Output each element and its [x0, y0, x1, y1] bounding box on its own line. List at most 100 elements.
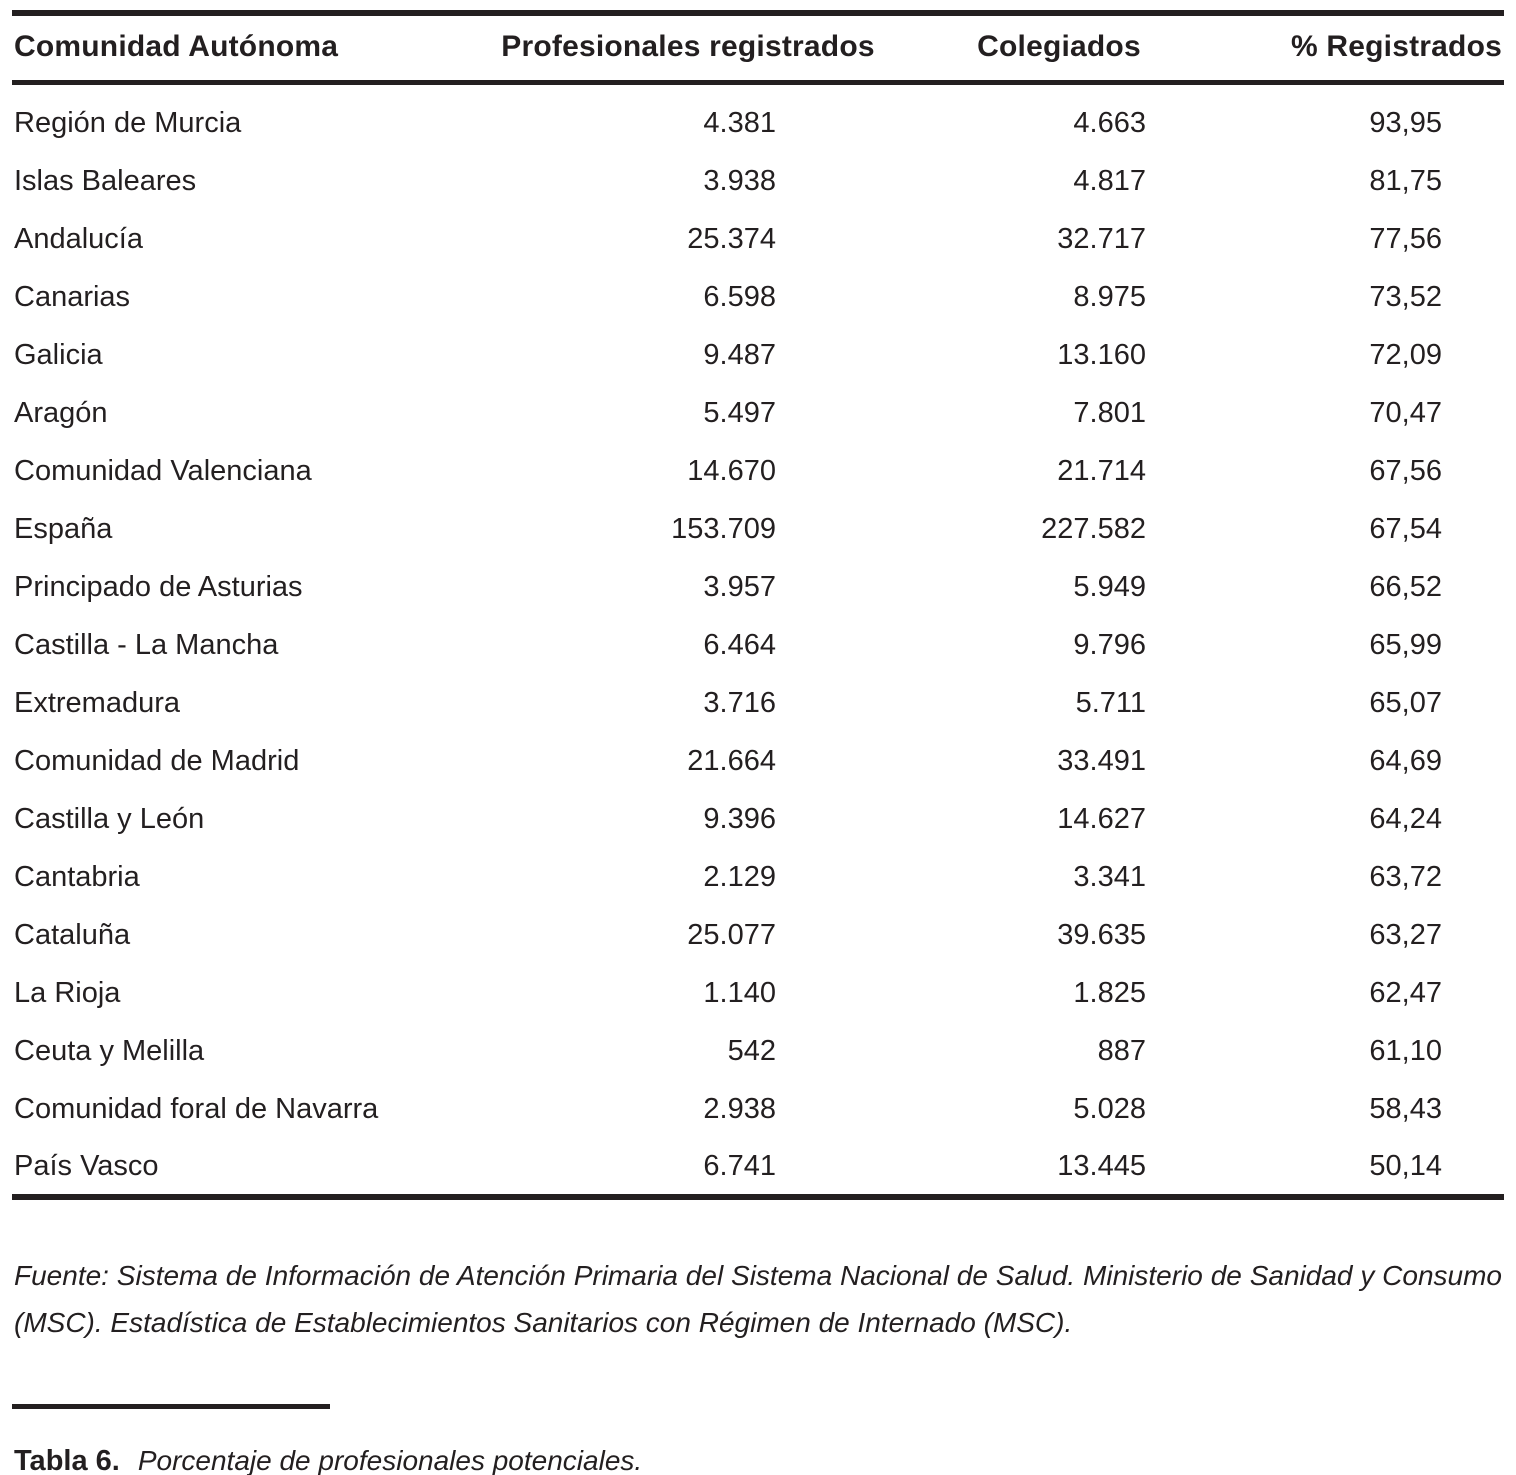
cell-comunidad: Galicia — [14, 339, 103, 371]
cell-colegiados: 9.796 — [1073, 629, 1146, 661]
cell-pct-registrados: 65,07 — [1369, 687, 1442, 719]
table-row: Galicia 9.487 13.160 72,09 — [12, 327, 1504, 385]
caption-divider — [12, 1403, 330, 1409]
cell-colegiados: 5.949 — [1073, 571, 1146, 603]
cell-pct-registrados: 67,54 — [1369, 513, 1442, 545]
cell-colegiados: 13.445 — [1057, 1149, 1146, 1182]
table-row: La Rioja 1.140 1.825 62,47 — [12, 965, 1504, 1023]
cell-profesionales-registrados: 2.129 — [703, 861, 776, 893]
table-caption-text: Porcentaje de profesionales potenciales. — [137, 1444, 643, 1475]
cell-colegiados: 8.975 — [1073, 281, 1146, 313]
cell-profesionales-registrados: 6.741 — [703, 1149, 776, 1182]
cell-comunidad: Canarias — [14, 281, 131, 313]
column-header-colegiados: Colegiados — [977, 30, 1141, 63]
cell-colegiados: 39.635 — [1057, 919, 1146, 951]
column-header-comunidad-autonoma: Comunidad Autónoma — [14, 30, 339, 63]
cell-comunidad: Región de Murcia — [14, 107, 242, 139]
source-note: Fuente: Sistema de Información de Atenci… — [14, 1259, 1502, 1338]
cell-colegiados: 3.341 — [1073, 861, 1146, 893]
table-row: Islas Baleares 3.938 4.817 81,75 — [12, 153, 1504, 211]
table-row: Ceuta y Melilla 542 887 61,10 — [12, 1023, 1504, 1081]
cell-comunidad: Castilla - La Mancha — [14, 629, 279, 661]
cell-colegiados: 5.028 — [1073, 1093, 1146, 1125]
table-row: Castilla y León 9.396 14.627 64,24 — [12, 791, 1504, 849]
table-row: España 153.709 227.582 67,54 — [12, 501, 1504, 559]
cell-comunidad: La Rioja — [14, 977, 121, 1009]
cell-comunidad: Islas Baleares — [14, 165, 197, 197]
table-header: Comunidad Autónoma Profesionales registr… — [12, 13, 1504, 83]
cell-profesionales-registrados: 9.487 — [703, 339, 776, 371]
table-row: Comunidad foral de Navarra 2.938 5.028 58,4… — [12, 1081, 1504, 1139]
cell-colegiados: 7.801 — [1073, 397, 1146, 429]
cell-pct-registrados: 65,99 — [1369, 629, 1442, 661]
cell-pct-registrados: 67,56 — [1369, 455, 1442, 487]
table-row: Cantabria 2.129 3.341 63,72 — [12, 849, 1504, 907]
cell-pct-registrados: 70,47 — [1369, 397, 1442, 429]
cell-pct-registrados: 64,69 — [1369, 745, 1442, 777]
cell-profesionales-registrados: 9.396 — [703, 803, 776, 835]
cell-profesionales-registrados: 153.709 — [671, 513, 776, 545]
cell-colegiados: 5.711 — [1075, 687, 1146, 719]
cell-colegiados: 887 — [1097, 1035, 1146, 1067]
cell-profesionales-registrados: 6.598 — [703, 281, 776, 313]
cell-colegiados: 4.817 — [1073, 165, 1146, 197]
cell-comunidad: Cataluña — [14, 919, 131, 951]
table-row: País Vasco 6.741 13.445 50,14 — [12, 1139, 1504, 1197]
header-row: Comunidad Autónoma Profesionales registr… — [12, 13, 1504, 83]
cell-pct-registrados: 50,14 — [1369, 1149, 1442, 1182]
cell-pct-registrados: 62,47 — [1369, 977, 1442, 1009]
cell-profesionales-registrados: 6.464 — [703, 629, 776, 661]
cell-profesionales-registrados: 2.938 — [703, 1093, 776, 1125]
table-caption-label: Tabla 6. — [14, 1444, 120, 1475]
cell-colegiados: 227.582 — [1041, 513, 1146, 545]
cell-pct-registrados: 72,09 — [1369, 339, 1442, 371]
cell-colegiados: 1.825 — [1073, 977, 1146, 1009]
cell-colegiados: 13.160 — [1057, 339, 1146, 371]
cell-comunidad: Andalucía — [14, 223, 143, 255]
table-row: Extremadura 3.716 5.711 65,07 — [12, 675, 1504, 733]
cell-profesionales-registrados: 3.716 — [703, 687, 776, 719]
table-body: Región de Murcia 4.381 4.663 93,95 Islas Bal… — [12, 83, 1504, 1197]
cell-pct-registrados: 63,27 — [1369, 919, 1442, 951]
cell-colegiados: 14.627 — [1057, 803, 1146, 835]
cell-comunidad: Principado de Asturias — [14, 571, 303, 603]
cell-profesionales-registrados: 3.957 — [703, 571, 776, 603]
cell-profesionales-registrados: 1.140 — [703, 977, 776, 1009]
cell-comunidad: País Vasco — [14, 1149, 159, 1182]
cell-profesionales-registrados: 542 — [727, 1035, 776, 1067]
cell-pct-registrados: 73,52 — [1369, 281, 1442, 313]
cell-profesionales-registrados: 21.664 — [687, 745, 776, 777]
table-row: Aragón 5.497 7.801 70,47 — [12, 385, 1504, 443]
cell-comunidad: Comunidad foral de Navarra — [14, 1093, 379, 1125]
cell-comunidad: Castilla y León — [14, 803, 205, 835]
cell-colegiados: 33.491 — [1057, 745, 1146, 777]
table-row: Cataluña 25.077 39.635 63,27 — [12, 907, 1504, 965]
table-row: Andalucía 25.374 32.717 77,56 — [12, 211, 1504, 269]
cell-colegiados: 4.663 — [1073, 107, 1146, 139]
cell-pct-registrados: 64,24 — [1369, 803, 1442, 835]
table-row: Región de Murcia 4.381 4.663 93,95 — [12, 95, 1504, 153]
cell-comunidad: Ceuta y Melilla — [14, 1035, 205, 1067]
cell-pct-registrados: 61,10 — [1369, 1035, 1442, 1067]
table-row: Principado de Asturias 3.957 5.949 66,52 — [12, 559, 1504, 617]
cell-comunidad: Aragón — [14, 397, 108, 429]
cell-pct-registrados: 93,95 — [1369, 107, 1442, 139]
cell-comunidad: España — [14, 513, 113, 545]
table-row: Canarias 6.598 8.975 73,52 — [12, 269, 1504, 327]
cell-comunidad: Comunidad Valenciana — [14, 455, 312, 487]
table-row: Castilla - La Mancha 6.464 9.796 65,99 — [12, 617, 1504, 675]
cell-comunidad: Cantabria — [14, 861, 140, 893]
cell-profesionales-registrados: 25.374 — [687, 223, 776, 255]
table-row: Comunidad Valenciana 14.670 21.714 67,56 — [12, 443, 1504, 501]
professionals-table: Comunidad Autónoma Profesionales registr… — [12, 10, 1504, 1200]
table-row: Comunidad de Madrid 21.664 33.491 64,69 — [12, 733, 1504, 791]
cell-pct-registrados: 63,72 — [1369, 861, 1442, 893]
cell-pct-registrados: 58,43 — [1369, 1093, 1442, 1125]
cell-profesionales-registrados: 4.381 — [703, 107, 776, 139]
cell-comunidad: Comunidad de Madrid — [14, 745, 300, 777]
cell-colegiados: 32.717 — [1057, 223, 1146, 255]
cell-pct-registrados: 66,52 — [1369, 571, 1442, 603]
cell-profesionales-registrados: 25.077 — [687, 919, 776, 951]
cell-profesionales-registrados: 3.938 — [703, 165, 776, 197]
